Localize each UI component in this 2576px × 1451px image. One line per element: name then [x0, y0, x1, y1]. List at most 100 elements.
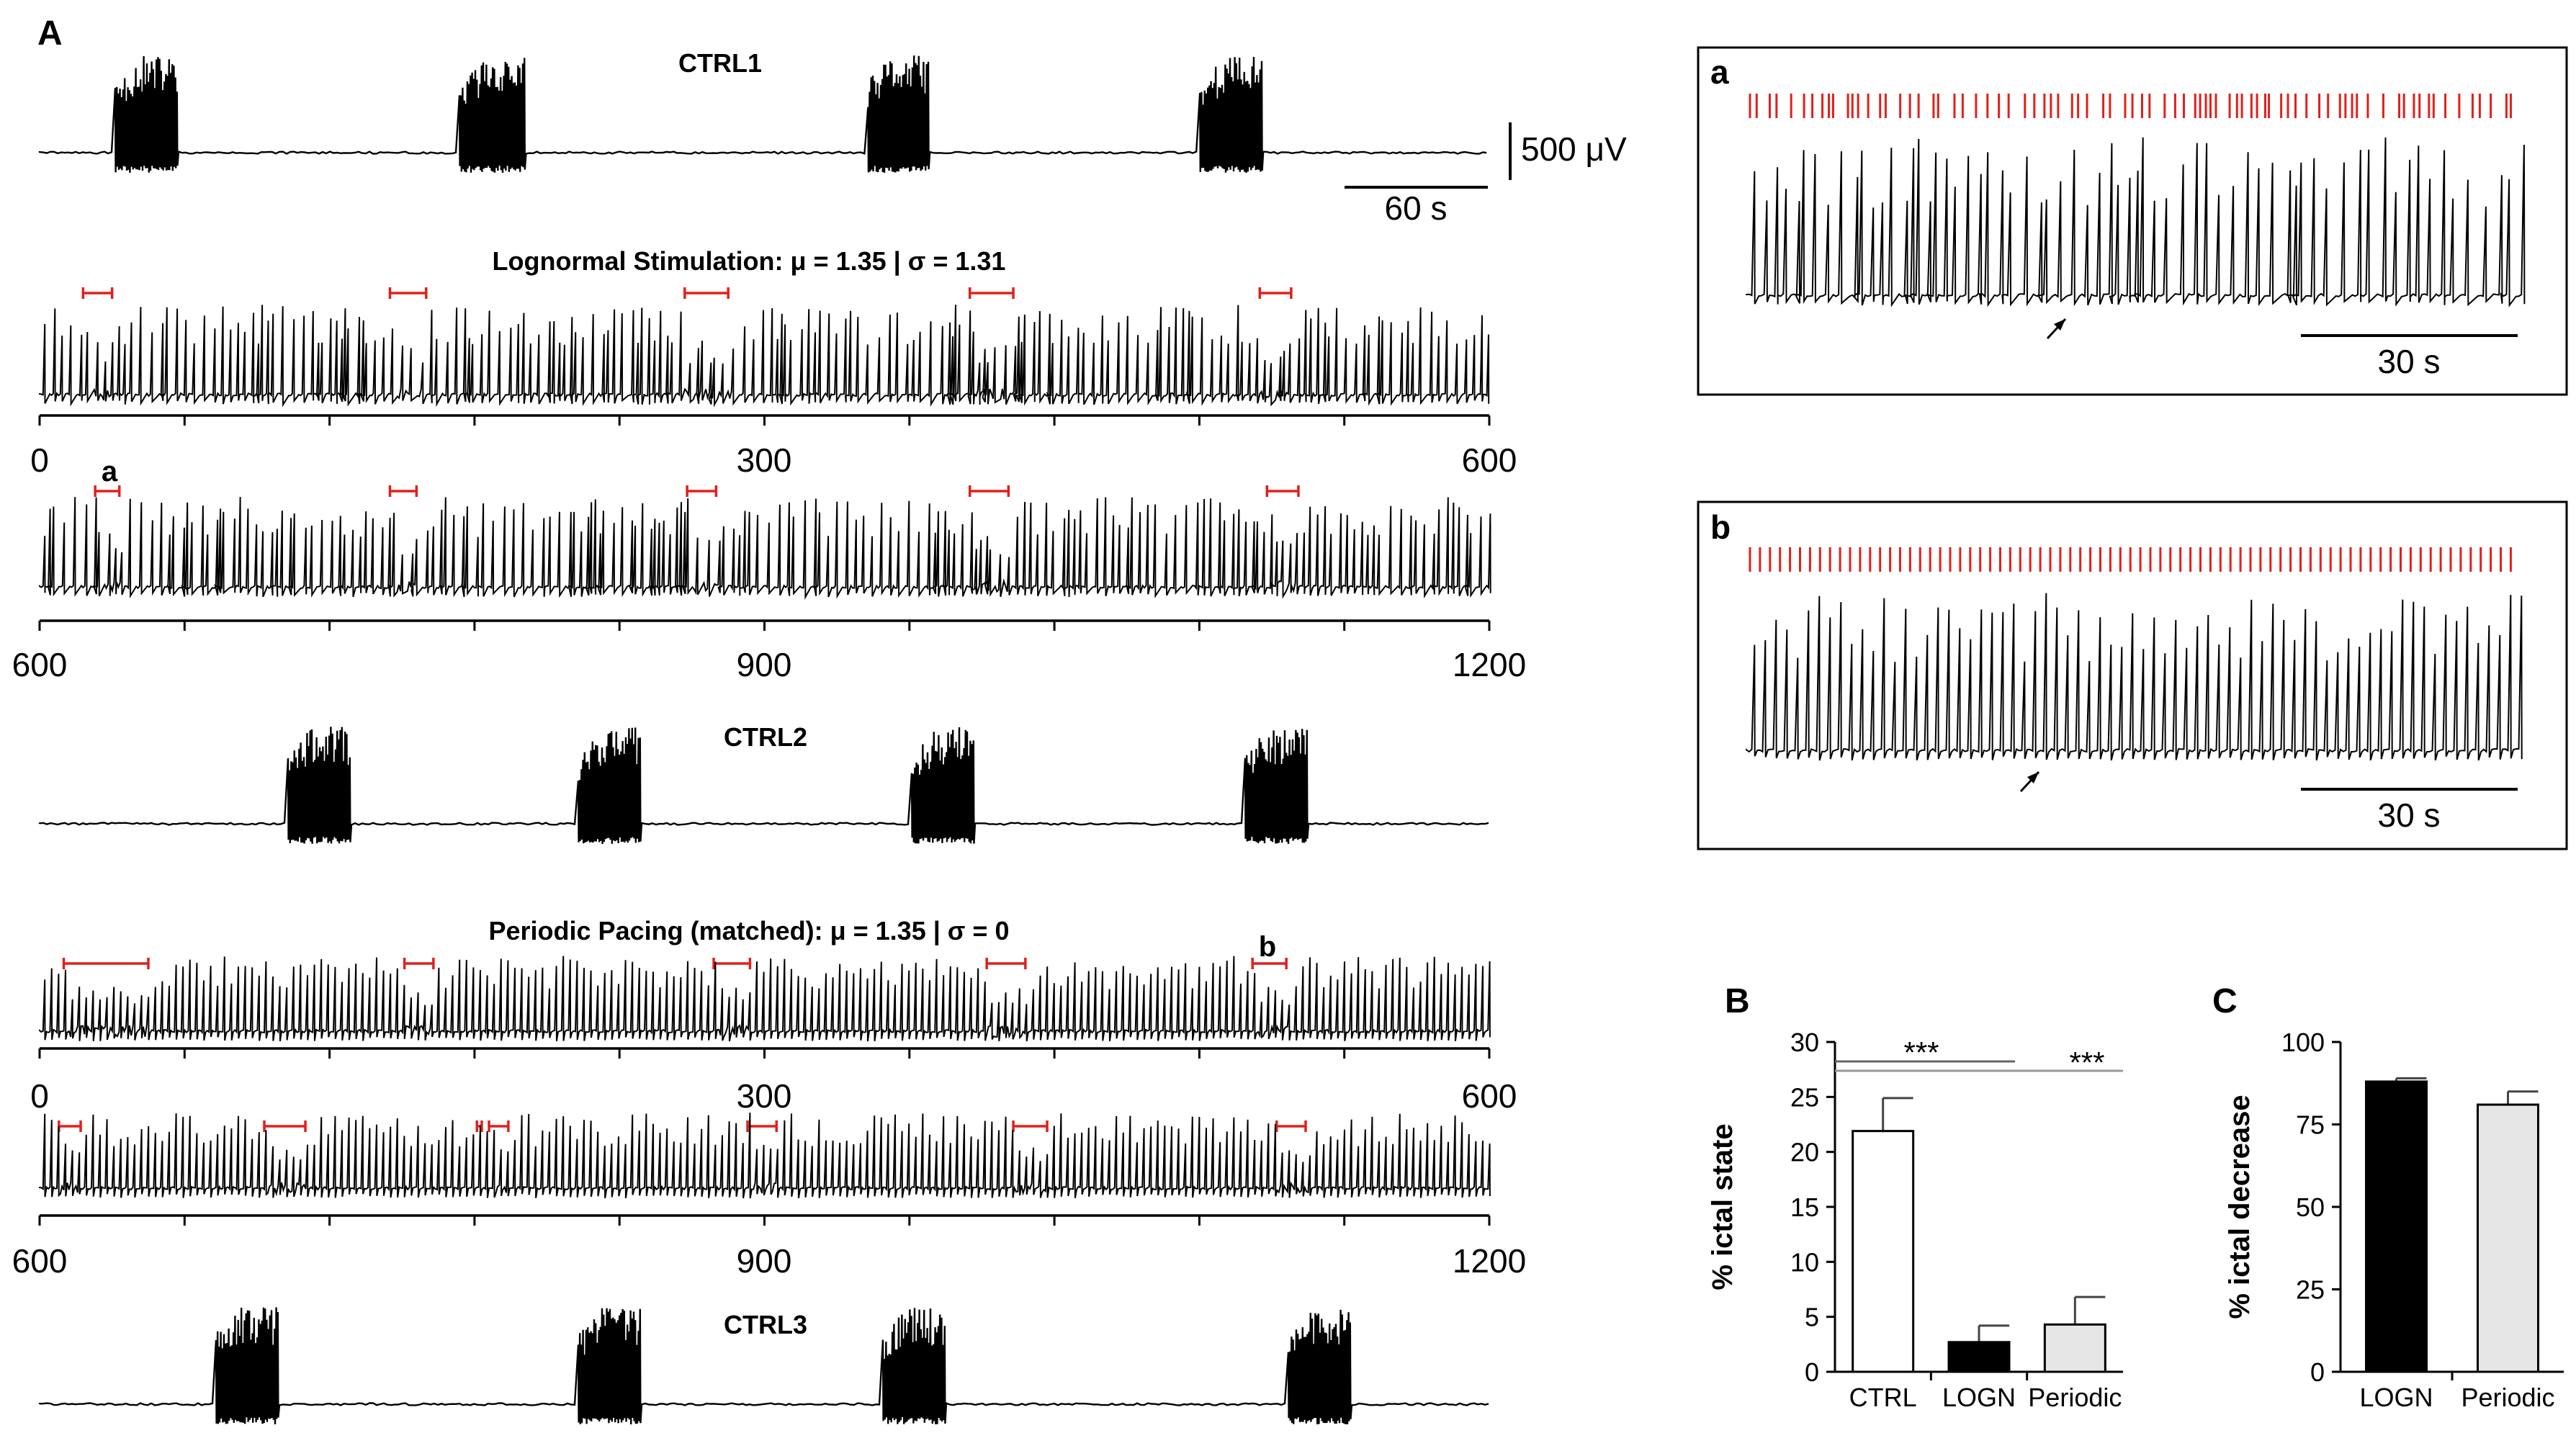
inset-a: a 30 s [1697, 46, 2568, 396]
ictal-markers-lognormal-2 [94, 485, 1300, 497]
bar-periodic [2043, 1323, 2106, 1373]
bar-chart-b: B 0 5 10 15 20 25 30 CTRL LOGN Periodic % ictal sta… [1707, 982, 2123, 1412]
y-axis-label: % ictal decrease [2224, 1095, 2256, 1319]
tick-label-1200p: 1200 [1453, 1242, 1526, 1280]
tick-label-300: 300 [737, 441, 792, 479]
trace-lognormal-600-1200: a 600 900 1200 [12, 456, 1527, 683]
time-axis-periodic-2 [38, 1214, 1491, 1226]
x-tick-label: LOGN [1942, 1383, 2016, 1412]
ictal-marker-3 [488, 1120, 510, 1132]
inset-a-scale-label: 30 s [2378, 343, 2441, 380]
tick-label-900: 900 [737, 646, 792, 683]
ictal-marker-1 [403, 958, 435, 969]
ictal-marker-4 [1265, 485, 1300, 497]
ictal-markers-periodic-2 [58, 1120, 1307, 1132]
ictal-marker-6 [1275, 1120, 1307, 1132]
y-tick-label: 50 [2296, 1192, 2325, 1222]
amplitude-scale-label: 500 μV [1521, 130, 1627, 168]
ictal-marker-0 [58, 1120, 82, 1132]
tick-label-600b: 600 [12, 646, 68, 683]
time-axis-periodic-1 [38, 1047, 1491, 1059]
trace-title-lognormal: Lognormal Stimulation: μ = 1.35 | σ = 1.… [493, 246, 1006, 277]
x-tick-label: Periodic [2028, 1383, 2122, 1412]
trace-ctrl3: CTRL3 [38, 1307, 1489, 1425]
eeg-signal-lognormal-2 [39, 497, 1491, 600]
trace-title-ctrl2: CTRL2 [724, 722, 807, 752]
trace-title-ctrl3: CTRL3 [724, 1310, 807, 1339]
inset-b-stimulus-pulses [1749, 547, 2512, 572]
tick-label-600p2: 600 [12, 1242, 68, 1280]
x-tick-label: CTRL [1849, 1383, 1917, 1412]
bar-chart-c: C 0 25 50 75 100 LOGN Periodic % ictal decrease [2212, 982, 2564, 1412]
inset-b: b 30 s [1697, 500, 2568, 850]
significance-label-periodic: *** [2069, 1046, 2104, 1079]
x-tick-label: LOGN [2359, 1383, 2433, 1412]
y-tick-label: 20 [1790, 1138, 1819, 1167]
inset-a-stimulus-pulses [1749, 94, 2512, 118]
tick-label-600p: 600 [1462, 1077, 1517, 1115]
tick-label-600: 600 [1462, 441, 1517, 479]
ictal-marker-2 [683, 287, 730, 299]
trace-title-ctrl1: CTRL1 [678, 48, 762, 78]
ictal-marker-3 [985, 958, 1027, 969]
tick-label-0p: 0 [30, 1077, 49, 1115]
inset-b-scale-label: 30 s [2378, 796, 2441, 834]
ictal-marker-0 [62, 958, 150, 969]
inset-b-label: b [1710, 508, 1731, 546]
ictal-marker-0 [81, 287, 114, 299]
ictal-marker-3 [968, 485, 1010, 497]
y-tick-label: 15 [1790, 1192, 1819, 1222]
time-axis-lognormal-1 [38, 414, 1491, 426]
inset-a-frame [1697, 46, 2568, 396]
ictal-markers-lognormal-1 [81, 287, 1293, 299]
panel-label-b: B [1725, 982, 1750, 1020]
bar-logn [1947, 1341, 2011, 1373]
eeg-signal-ctrl2 [38, 727, 1489, 845]
ictal-marker-1 [388, 287, 428, 299]
bar-periodic [2477, 1103, 2539, 1373]
inset-a-arrow-icon [2054, 319, 2065, 331]
ictal-markers-periodic-1 [62, 958, 1288, 969]
time-axis-lognormal-2 [38, 619, 1491, 631]
y-tick-label: 100 [2281, 1028, 2325, 1057]
ictal-marker-1 [388, 485, 418, 497]
trace-title-periodic: Periodic Pacing (matched): μ = 1.35 | σ … [489, 916, 1010, 946]
trace-ctrl1: CTRL1 [38, 48, 1487, 173]
eeg-signal-inset-b [1746, 593, 2523, 761]
bar-logn [2365, 1080, 2428, 1373]
eeg-signal-lognormal-1 [39, 305, 1490, 408]
inset-marker-b: b [1259, 931, 1276, 963]
bar-ctrl [1852, 1130, 1915, 1373]
y-tick-label: 75 [2296, 1110, 2325, 1140]
eeg-signal-periodic-1 [39, 956, 1491, 1042]
ictal-marker-4 [1251, 958, 1288, 969]
trace-ctrl2: CTRL2 [38, 722, 1489, 845]
ictal-marker-4 [1258, 287, 1293, 299]
panel-label-c: C [2212, 982, 2238, 1020]
trace-lognormal-0-600: Lognormal Stimulation: μ = 1.35 | σ = 1.… [30, 246, 1517, 479]
x-tick-label: Periodic [2461, 1383, 2554, 1412]
y-tick-label: 0 [1805, 1357, 1819, 1387]
trace-periodic-0-600: Periodic Pacing (matched): μ = 1.35 | σ … [30, 916, 1517, 1115]
inset-a-label: a [1710, 53, 1729, 91]
tick-label-1200: 1200 [1453, 646, 1526, 683]
trace-periodic-600-1200: 600 900 1200 [12, 1113, 1526, 1280]
ictal-marker-2 [686, 485, 718, 497]
inset-b-frame [1697, 500, 2568, 850]
inset-b-arrow-icon [2027, 772, 2039, 783]
y-tick-label: 0 [2310, 1357, 2325, 1387]
y-tick-label: 25 [1790, 1082, 1819, 1112]
y-tick-label: 25 [2296, 1275, 2325, 1305]
y-tick-label: 10 [1790, 1247, 1819, 1277]
inset-marker-a: a [102, 456, 118, 488]
eeg-signal-ctrl1 [38, 55, 1487, 173]
scale-bars: 500 μV 60 s [1345, 122, 1627, 227]
time-scale-label: 60 s [1385, 189, 1448, 227]
panel-a-label: A [37, 14, 63, 53]
eeg-signal-inset-a [1746, 137, 2526, 307]
ictal-marker-2 [712, 958, 752, 969]
ictal-marker-5 [1012, 1120, 1049, 1132]
y-tick-label: 5 [1805, 1303, 1819, 1332]
tick-label-0: 0 [30, 441, 49, 479]
